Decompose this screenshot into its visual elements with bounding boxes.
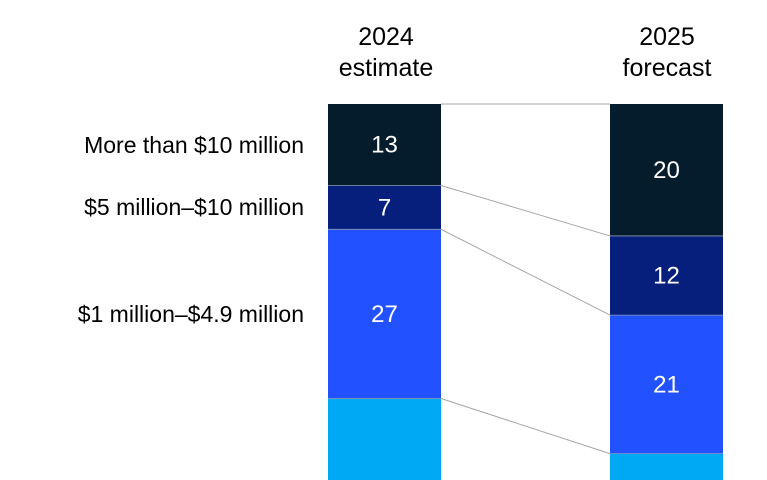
series-label: $5 million–$10 million [84, 194, 304, 221]
column-header-line: 2025 [639, 23, 695, 51]
data-label: 13 [371, 132, 398, 159]
bar-segment [328, 185, 441, 230]
data-label: 7 [378, 194, 391, 221]
column-header-2025: 2025 forecast [577, 22, 757, 84]
connector-line [440, 398, 611, 455]
series-label: $1 million–$4.9 million [77, 300, 304, 327]
column-header-line: 2024 [358, 23, 414, 51]
data-label: 21 [653, 371, 680, 398]
bar-segment [328, 104, 441, 186]
bar-segment [610, 453, 723, 480]
column-header-2024: 2024 estimate [296, 22, 476, 84]
column-header-line: estimate [338, 54, 434, 82]
data-label: 20 [653, 157, 680, 184]
data-label: 27 [371, 301, 398, 328]
bar-segment [328, 398, 441, 480]
bar-segment [610, 315, 723, 454]
bar-segment [328, 229, 441, 399]
column-header-line: forecast [622, 54, 712, 82]
connector-line [440, 184, 611, 237]
bar-segment [610, 235, 723, 316]
series-label: More than $10 million [84, 131, 304, 158]
data-label: 12 [653, 263, 680, 290]
connector-line [440, 228, 611, 316]
bar-segment [610, 104, 723, 236]
